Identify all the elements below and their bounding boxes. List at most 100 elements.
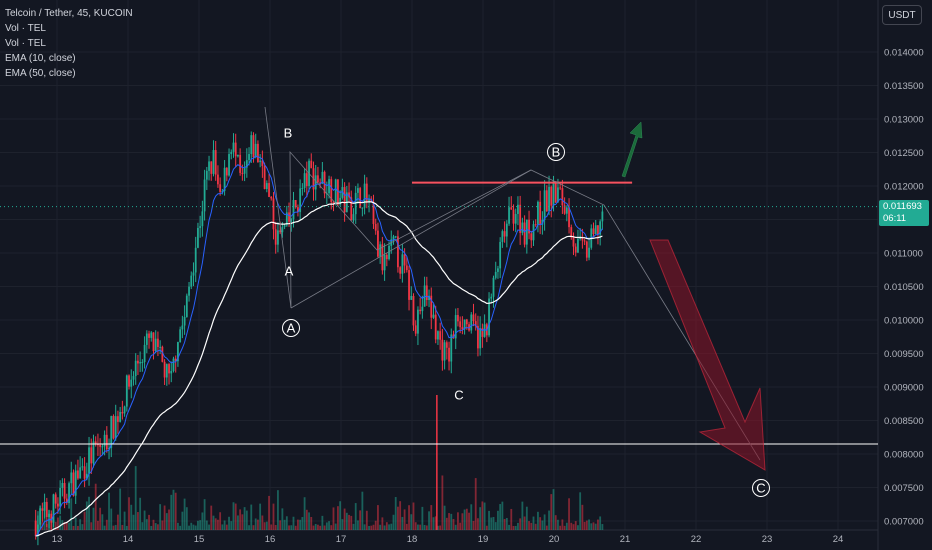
volume-bar xyxy=(597,519,599,530)
volume-bar xyxy=(521,501,524,530)
candle-body xyxy=(72,472,75,496)
currency-button[interactable]: USDT xyxy=(882,5,922,25)
volume-bar xyxy=(381,517,384,530)
candle-body xyxy=(210,161,213,174)
candle-body xyxy=(81,466,84,468)
time-tick-label: 18 xyxy=(407,534,418,545)
ema50-indicator-label[interactable]: EMA (50, close) xyxy=(5,68,76,79)
time-axis[interactable]: 13 14 15 16 17 18 19 20 21 22 23 24 xyxy=(52,534,844,545)
volume-bar xyxy=(230,521,233,530)
volume-bar xyxy=(94,483,97,530)
volume-bar xyxy=(101,514,104,530)
wave-label: B xyxy=(284,126,293,141)
candle-body xyxy=(152,332,155,352)
volume-bar xyxy=(248,525,250,530)
volume-bar xyxy=(70,498,73,530)
volume-bar xyxy=(557,519,559,530)
volume-bar xyxy=(54,521,57,530)
volume-bar xyxy=(530,522,533,530)
volume-bar xyxy=(548,510,550,530)
candle-body xyxy=(323,171,326,194)
wave-label: A xyxy=(285,264,294,279)
candle-body xyxy=(223,167,226,191)
drawings[interactable] xyxy=(0,106,878,471)
candle-body xyxy=(463,319,466,330)
volume-bar xyxy=(592,522,595,530)
candle-body xyxy=(157,338,159,347)
volume-bar xyxy=(510,508,513,530)
volume-bar xyxy=(132,514,135,530)
candle-body xyxy=(417,309,419,334)
candle-body xyxy=(243,167,246,174)
candle-body xyxy=(592,228,595,235)
candle-body xyxy=(588,247,590,258)
volume-bar xyxy=(517,522,519,530)
volume-bar xyxy=(383,525,386,530)
candle-body xyxy=(94,441,97,445)
candle-body xyxy=(337,179,339,205)
volume-bar xyxy=(501,501,504,530)
candle-body xyxy=(425,285,428,300)
volume-bar xyxy=(308,512,310,530)
candle-body xyxy=(550,186,553,206)
candle-body xyxy=(281,227,284,233)
candle-body xyxy=(448,347,450,362)
candle-body xyxy=(230,151,233,155)
volume-bar xyxy=(599,516,602,530)
candle-body xyxy=(374,224,377,231)
candle-body xyxy=(372,202,375,225)
candle-body xyxy=(252,135,255,158)
candle-body xyxy=(63,482,66,499)
symbol-title[interactable]: Telcoin / Tether, 45, KUCOIN xyxy=(5,8,133,19)
volume-bar xyxy=(223,520,226,530)
ema10-indicator-label[interactable]: EMA (10, close) xyxy=(5,53,76,64)
volume-bar xyxy=(134,466,137,530)
volume-bar xyxy=(512,525,515,530)
volume-bar xyxy=(79,519,82,530)
volume-bar xyxy=(305,509,308,530)
candle-body xyxy=(88,447,90,474)
candle-body xyxy=(332,202,335,204)
candle-body xyxy=(483,324,486,337)
volume-bar xyxy=(430,505,433,530)
volume-bar xyxy=(263,522,266,530)
volume-bar xyxy=(577,525,579,530)
volume-bar xyxy=(503,518,506,530)
volume-bar xyxy=(161,520,164,530)
volume-indicator-label[interactable]: Vol · TEL xyxy=(5,38,46,49)
volume-bar xyxy=(534,523,537,530)
candle-body xyxy=(112,416,115,439)
price-tick-label: 0.009500 xyxy=(884,349,924,360)
volume-bar xyxy=(281,508,284,530)
candle-body xyxy=(492,277,495,297)
volume-bar xyxy=(270,524,273,530)
ema50-line xyxy=(35,201,603,537)
volume-bar xyxy=(479,507,482,530)
volume-bar xyxy=(377,505,379,530)
candle-body xyxy=(192,272,195,276)
volume-bar xyxy=(125,525,128,530)
volume-bar xyxy=(528,521,530,530)
volume-bar xyxy=(419,524,422,530)
volume-bar xyxy=(299,519,302,530)
wave-label-circle xyxy=(752,479,770,497)
volume-bar xyxy=(154,523,157,530)
volume-bar xyxy=(274,524,277,530)
volume-bar xyxy=(459,522,462,530)
volume-bar xyxy=(108,492,110,530)
candle-body xyxy=(368,198,370,203)
volume-bar xyxy=(199,520,202,530)
volume-bar xyxy=(157,524,159,530)
volume-bar xyxy=(385,522,388,530)
candle-body xyxy=(174,358,177,362)
volume-bar xyxy=(379,524,382,530)
volume-indicator-label[interactable]: Vol · TEL xyxy=(5,23,46,34)
candle-body xyxy=(205,170,208,180)
candle-body xyxy=(288,212,290,222)
time-tick-label: 16 xyxy=(265,534,276,545)
volume-bar xyxy=(170,494,173,530)
time-tick-label: 15 xyxy=(194,534,205,545)
candle-body xyxy=(165,364,168,378)
candle-body xyxy=(52,494,55,523)
